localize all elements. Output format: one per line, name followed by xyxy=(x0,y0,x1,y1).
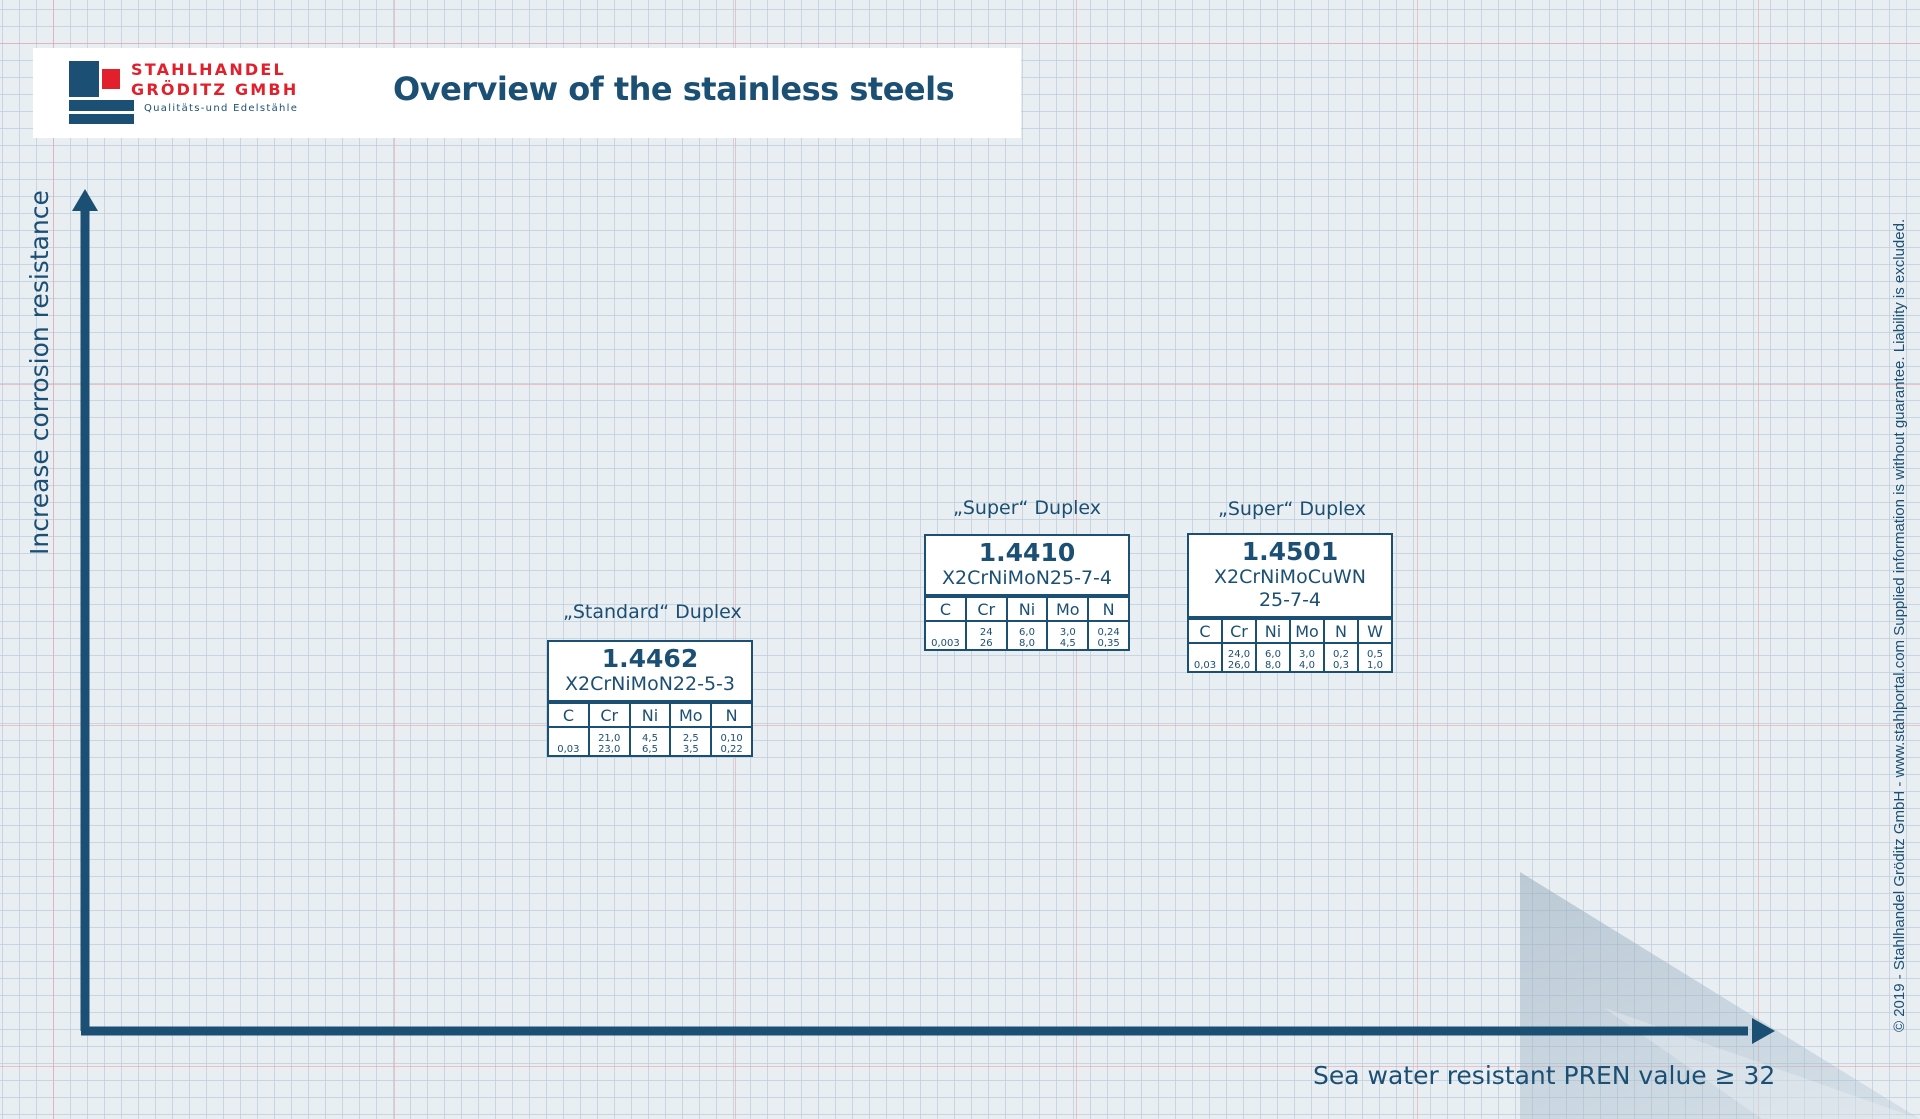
element-max: 3,5 xyxy=(682,744,699,755)
element-header: C xyxy=(1187,618,1223,644)
element-min: 6,0 xyxy=(1019,627,1035,638)
element-range: 0,24 0,35 xyxy=(1087,620,1130,651)
element-header: Ni xyxy=(1005,596,1049,622)
element-header: Cr xyxy=(587,702,631,728)
x-axis-arrowhead xyxy=(1752,1018,1775,1044)
header-banner: STAHLHANDEL GRÖDITZ GMBH Qualitäts-und E… xyxy=(33,48,1021,138)
copyright-disclaimer: © 2019 - Stahlhandel Gröditz GmbH - www.… xyxy=(1891,218,1908,1032)
element-header: Mo xyxy=(1289,618,1325,644)
composition-table: C Cr Ni Mo N 0,003 24 26 6,0 8,0 3,0 4,5 0,… xyxy=(924,596,1130,651)
y-axis-label: Increase corrosion resistance xyxy=(25,190,54,555)
element-range: 21,0 23,0 xyxy=(587,726,631,757)
element-range: 24 26 xyxy=(964,620,1008,651)
element-min: 0,2 xyxy=(1333,649,1349,660)
element-max: 4,5 xyxy=(1059,638,1076,649)
steel-card: 1.4410 X2CrNiMoN25-7-4 C Cr Ni Mo N 0,00… xyxy=(924,534,1130,651)
element-range: 0,5 1,0 xyxy=(1357,642,1393,673)
element-range: 0,003 xyxy=(924,620,967,651)
element-max: 26,0 xyxy=(1227,660,1251,671)
element-min: 0,5 xyxy=(1367,649,1383,660)
element-range: 0,03 xyxy=(1187,642,1223,673)
steel-category-label: „Super“ Duplex xyxy=(953,497,1102,519)
element-min: 0,10 xyxy=(720,733,743,744)
element-range: 0,2 0,3 xyxy=(1323,642,1359,673)
element-max: 0,03 xyxy=(1193,660,1217,671)
element-range: 0,10 0,22 xyxy=(710,726,753,757)
page-title: Overview of the stainless steels xyxy=(393,70,955,108)
element-max: 8,0 xyxy=(1265,660,1281,671)
logo-bar xyxy=(69,100,134,111)
steel-card-head: 1.4501 X2CrNiMoCuWN 25-7-4 xyxy=(1187,533,1393,618)
element-max: 0,03 xyxy=(557,744,580,755)
element-min: 24,0 xyxy=(1227,649,1251,660)
element-header: Cr xyxy=(964,596,1008,622)
element-header: N xyxy=(1323,618,1359,644)
steel-card: 1.4501 X2CrNiMoCuWN 25-7-4 C Cr Ni Mo N … xyxy=(1187,533,1393,673)
steel-category-label: „Super“ Duplex xyxy=(1218,498,1367,520)
element-max: 0,35 xyxy=(1097,638,1120,649)
element-max: 0,22 xyxy=(720,744,743,755)
steel-card-head: 1.4462 X2CrNiMoN22-5-3 xyxy=(547,640,753,702)
steel-card: 1.4462 X2CrNiMoN22-5-3 C Cr Ni Mo N 0,03… xyxy=(547,640,753,757)
element-range: 4,5 6,5 xyxy=(628,726,672,757)
element-max: 0,003 xyxy=(931,638,960,649)
element-range: 3,0 4,0 xyxy=(1289,642,1325,673)
company-logo: STAHLHANDEL GRÖDITZ GMBH Qualitäts-und E… xyxy=(69,59,314,131)
steel-number: 1.4410 xyxy=(978,538,1076,567)
element-max: 6,5 xyxy=(642,744,658,755)
element-range: 6,0 8,0 xyxy=(1255,642,1291,673)
steel-grade: X2CrNiMoCuWN 25-7-4 xyxy=(1214,566,1366,611)
element-min: 3,0 xyxy=(1299,649,1315,660)
element-range: 6,0 8,0 xyxy=(1005,620,1049,651)
element-header: Cr xyxy=(1221,618,1257,644)
element-max: 0,3 xyxy=(1333,660,1349,671)
element-header: N xyxy=(1087,596,1130,622)
element-range: 3,0 4,5 xyxy=(1046,620,1090,651)
logo-name-line1: STAHLHANDEL xyxy=(131,60,286,79)
element-min: 21,0 xyxy=(598,733,621,744)
element-min: 4,5 xyxy=(642,733,658,744)
element-max: 1,0 xyxy=(1367,660,1383,671)
composition-table: C Cr Ni Mo N W 0,03 24,0 26,0 6,0 8,0 3,0 4… xyxy=(1187,618,1393,673)
element-header: W xyxy=(1357,618,1393,644)
element-max: 4,0 xyxy=(1299,660,1315,671)
element-max: 26 xyxy=(979,638,993,649)
steel-grade: X2CrNiMoN25-7-4 xyxy=(942,567,1112,589)
element-header: Mo xyxy=(1046,596,1090,622)
element-min: 24 xyxy=(979,627,993,638)
element-range: 0,03 xyxy=(547,726,590,757)
steel-card-head: 1.4410 X2CrNiMoN25-7-4 xyxy=(924,534,1130,596)
logo-block xyxy=(69,61,99,97)
y-axis-arrowhead xyxy=(72,189,98,211)
x-axis-label: Sea water resistant PREN value ≥ 32 xyxy=(1313,1061,1776,1090)
element-range: 24,0 26,0 xyxy=(1221,642,1257,673)
element-header: C xyxy=(547,702,590,728)
element-header: Ni xyxy=(628,702,672,728)
steel-category-label: „Standard“ Duplex xyxy=(563,601,742,623)
element-header: Mo xyxy=(669,702,713,728)
element-header: Ni xyxy=(1255,618,1291,644)
element-header: C xyxy=(924,596,967,622)
composition-table: C Cr Ni Mo N 0,03 21,0 23,0 4,5 6,5 2,5 3,5… xyxy=(547,702,753,757)
logo-red-square xyxy=(102,69,120,89)
steel-grade: X2CrNiMoN22-5-3 xyxy=(565,673,735,695)
element-range: 2,5 3,5 xyxy=(669,726,713,757)
element-max: 8,0 xyxy=(1019,638,1035,649)
element-header: N xyxy=(710,702,753,728)
element-min: 2,5 xyxy=(682,733,699,744)
logo-tagline: Qualitäts-und Edelstähle xyxy=(144,103,299,114)
element-max: 23,0 xyxy=(598,744,621,755)
element-min: 0,24 xyxy=(1097,627,1120,638)
logo-name-line2: GRÖDITZ GMBH xyxy=(131,80,299,99)
element-min: 3,0 xyxy=(1059,627,1076,638)
element-min: 6,0 xyxy=(1265,649,1281,660)
logo-bar xyxy=(69,114,134,124)
steel-number: 1.4501 xyxy=(1241,537,1339,566)
steel-number: 1.4462 xyxy=(601,644,699,673)
